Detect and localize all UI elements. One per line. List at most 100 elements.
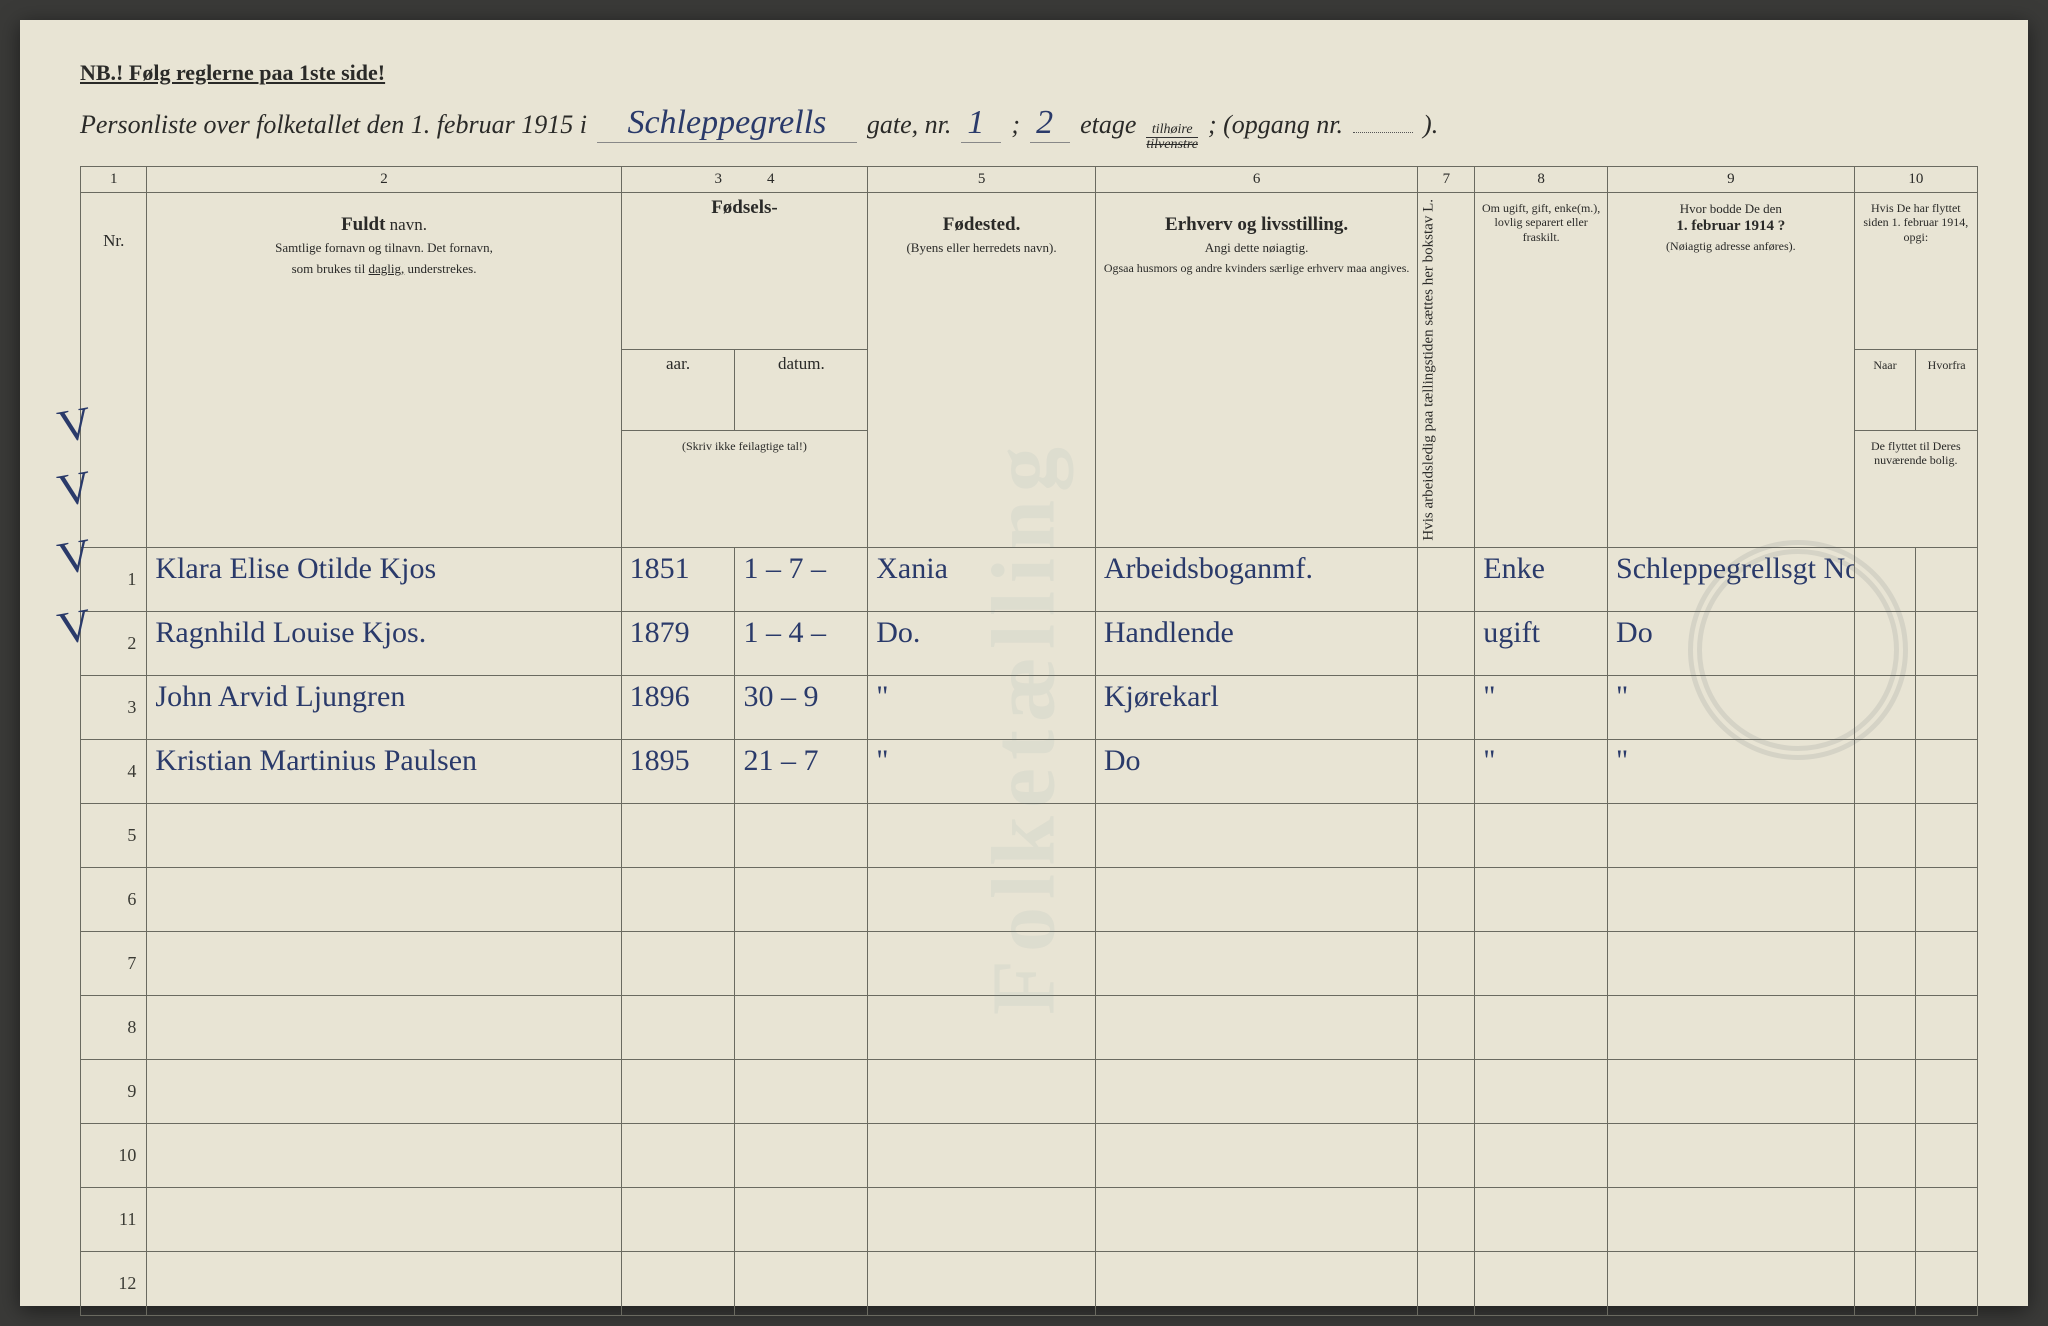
cell-c9: " [1608,739,1855,803]
cell-c10a [1854,931,1916,995]
cell-c10a [1854,1251,1916,1315]
cell-name [147,1123,621,1187]
table-head: 1 2 3 4 5 6 7 8 9 10 Nr. Fuldt navn. Sam… [81,167,1978,548]
cell-c9: " [1608,675,1855,739]
cell-c10b [1916,547,1978,611]
cell-c10b [1916,1059,1978,1123]
cell-c8 [1475,931,1608,995]
cell-c9 [1608,1123,1855,1187]
hdr-erhverv: Erhverv og livsstilling. Angi dette nøia… [1095,193,1417,548]
cell-c10b [1916,611,1978,675]
hdr-naar: Naar [1854,349,1916,430]
cell-c7 [1418,1059,1475,1123]
cell-c7 [1418,1123,1475,1187]
census-table: 1 2 3 4 5 6 7 8 9 10 Nr. Fuldt navn. Sam… [80,166,1978,1316]
colnum-9: 9 [1608,167,1855,193]
cell-erhverv [1095,1251,1417,1315]
cell-name [147,1059,621,1123]
header-close: ). [1423,110,1438,140]
cell-c9 [1608,1059,1855,1123]
gate-label: gate, nr. [867,110,952,140]
hdr-col10-bottom: De flyttet til Deres nuværende bolig. [1854,430,1977,547]
cell-aar [621,803,735,867]
cell-c10a [1854,867,1916,931]
etage-tilvenstre-struck: tilvenstre [1146,137,1198,152]
cell-c8 [1475,1187,1608,1251]
cell-aar [621,1187,735,1251]
cell-c10b [1916,931,1978,995]
cell-c10a [1854,739,1916,803]
cell-datum: 30 – 9 [735,675,868,739]
cell-name [147,1187,621,1251]
cell-datum [735,1251,868,1315]
cell-datum [735,867,868,931]
cell-erhverv [1095,1059,1417,1123]
cell-c9: Do [1608,611,1855,675]
cell-sted [868,867,1096,931]
table-row: 5 [81,803,1978,867]
cell-name [147,995,621,1059]
cell-c10b [1916,1187,1978,1251]
cell-datum: 1 – 7 – [735,547,868,611]
etage-side-fraction: tilhøire tilvenstre [1146,123,1198,152]
cell-c7 [1418,1187,1475,1251]
table-row: 8 [81,995,1978,1059]
cell-c10b [1916,803,1978,867]
table-row: 11 [81,1187,1978,1251]
cell-aar [621,1059,735,1123]
table-row: 9 [81,1059,1978,1123]
cell-c9 [1608,867,1855,931]
cell-nr: 9 [81,1059,147,1123]
cell-c8 [1475,995,1608,1059]
cell-name: John Arvid Ljungren [147,675,621,739]
cell-erhverv: Kjørekarl [1095,675,1417,739]
hdr-col9: Hvor bodde De den 1. februar 1914 ? (Nøi… [1608,193,1855,548]
cell-nr: 6 [81,867,147,931]
cell-c8: " [1475,675,1608,739]
cell-c10b [1916,995,1978,1059]
cell-datum [735,1187,868,1251]
cell-c7 [1418,547,1475,611]
cell-c9 [1608,803,1855,867]
cell-c9 [1608,931,1855,995]
cell-aar: 1879 [621,611,735,675]
cell-c8 [1475,803,1608,867]
cell-name [147,1251,621,1315]
cell-datum [735,1123,868,1187]
cell-c7 [1418,867,1475,931]
cell-datum [735,1059,868,1123]
header-row-main: Nr. Fuldt navn. Samtlige fornavn og tiln… [81,193,1978,350]
cell-sted: " [868,675,1096,739]
cell-aar [621,1251,735,1315]
cell-name: Kristian Martinius Paulsen [147,739,621,803]
cell-erhverv [1095,1187,1417,1251]
cell-datum [735,803,868,867]
table-row: 4Kristian Martinius Paulsen189521 – 7"Do… [81,739,1978,803]
opgang-label: ; (opgang nr. [1208,110,1343,140]
opgang-blank [1353,104,1413,133]
cell-aar [621,931,735,995]
cell-erhverv: Do [1095,739,1417,803]
cell-sted [868,931,1096,995]
header-prefix: Personliste over folketallet den 1. febr… [80,110,587,140]
cell-nr: 5 [81,803,147,867]
colnum-3-4: 3 4 [621,167,868,193]
cell-erhverv [1095,867,1417,931]
column-number-row: 1 2 3 4 5 6 7 8 9 10 [81,167,1978,193]
cell-aar: 1896 [621,675,735,739]
cell-nr: 10 [81,1123,147,1187]
cell-sted: " [868,739,1096,803]
table-row: 1Klara Elise Otilde Kjos18511 – 7 –Xania… [81,547,1978,611]
cell-name [147,803,621,867]
cell-aar [621,1123,735,1187]
etage-label: etage [1080,110,1136,140]
cell-nr: 4 [81,739,147,803]
cell-aar [621,867,735,931]
cell-c7 [1418,739,1475,803]
cell-c7 [1418,1251,1475,1315]
cell-c8 [1475,1123,1608,1187]
gate-number-handwritten: 1 [961,104,1001,143]
cell-c8: ugift [1475,611,1608,675]
colnum-1: 1 [81,167,147,193]
table-row: 7 [81,931,1978,995]
